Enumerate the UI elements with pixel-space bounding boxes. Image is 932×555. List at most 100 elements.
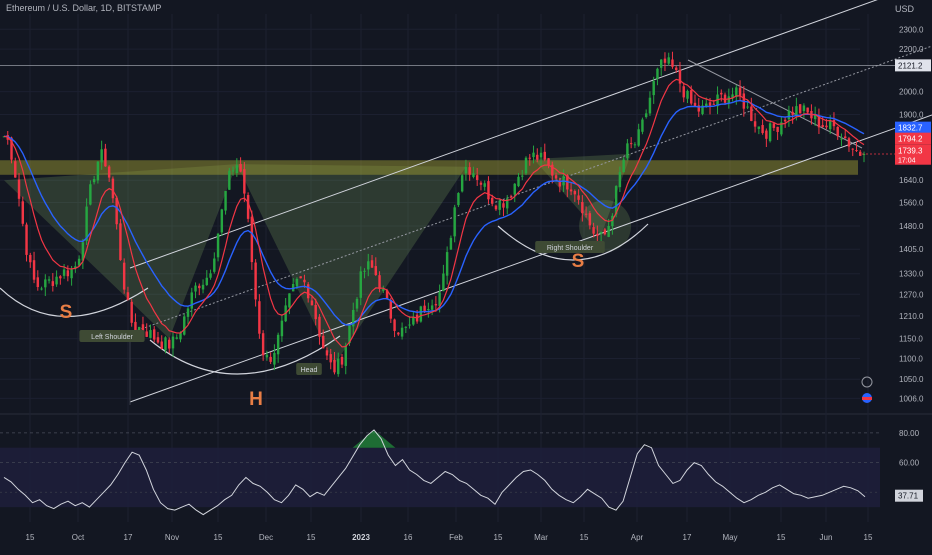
- candle-body: [844, 136, 847, 139]
- candle-body: [847, 138, 851, 147]
- candle-body: [216, 233, 220, 258]
- head-label: Head: [301, 367, 318, 374]
- last-price-tag-bg: [895, 144, 931, 165]
- symbol-title: Ethereum / U.S. Dollar, 1D, BITSTAMP: [6, 3, 162, 13]
- candle-body: [851, 148, 854, 150]
- candle-body: [584, 213, 588, 215]
- candle-body: [445, 252, 449, 276]
- candle-body: [475, 175, 479, 180]
- candle-body: [397, 332, 400, 335]
- channel-mid-line: [129, 45, 932, 334]
- candle-body: [400, 327, 404, 337]
- candle-body: [239, 164, 242, 172]
- candle-body: [310, 300, 314, 306]
- candle-body: [254, 262, 257, 300]
- candle-body: [678, 69, 682, 84]
- resistance-price-tag-bg: [895, 59, 931, 72]
- candle-body: [840, 138, 843, 140]
- candle-body: [659, 59, 663, 68]
- time-axis-label: 2023: [352, 533, 370, 542]
- price-axis-tick: 1150.0: [899, 335, 923, 344]
- candle-body: [288, 293, 291, 308]
- candle-body: [149, 330, 152, 338]
- candle-body: [753, 121, 757, 127]
- candle-body: [554, 175, 558, 179]
- candle-body: [359, 271, 362, 298]
- candle-body: [141, 324, 145, 332]
- time-axis-label: 15: [494, 533, 503, 542]
- time-axis-label: Apr: [631, 533, 644, 542]
- candle-body: [506, 198, 509, 209]
- candle-body: [453, 207, 456, 237]
- candle-body: [70, 269, 73, 279]
- candle-body: [355, 298, 359, 309]
- candle-body: [243, 169, 246, 194]
- candle-body: [697, 105, 700, 112]
- price-axis-tick: 1330.0: [899, 270, 924, 279]
- candle-body: [344, 345, 347, 366]
- ema-slow-price-tag-bg: [895, 121, 931, 134]
- time-axis-label: 17: [124, 533, 133, 542]
- time-axis-label: Dec: [259, 533, 273, 542]
- candle-body: [509, 196, 513, 198]
- candle-body: [708, 102, 712, 106]
- candle-body: [783, 119, 787, 122]
- candle-body: [261, 333, 265, 356]
- candle-body: [363, 270, 366, 272]
- candle-body: [370, 260, 374, 268]
- candle-body: [464, 166, 468, 174]
- candle-body: [194, 285, 197, 292]
- candle-body: [723, 94, 727, 103]
- candle-body: [209, 273, 212, 278]
- candle-body: [667, 57, 670, 64]
- candle-body: [130, 301, 133, 323]
- candle-body: [772, 123, 776, 128]
- candle-body: [321, 335, 325, 349]
- rsi-overbought-fill: [352, 429, 396, 448]
- resistance-zone: [0, 160, 858, 175]
- time-axis-label: Jun: [820, 533, 833, 542]
- candle-body: [802, 105, 806, 112]
- candle-body: [408, 324, 411, 326]
- candle-body: [160, 341, 163, 350]
- candle-body: [798, 104, 802, 114]
- candle-body: [607, 225, 610, 237]
- candle-body: [765, 130, 768, 139]
- time-axis-label: Nov: [165, 533, 179, 542]
- candle-body: [29, 254, 32, 263]
- candle-body: [385, 290, 389, 299]
- candle-body: [735, 87, 738, 97]
- downtrend-line: [687, 59, 863, 149]
- candle-body: [329, 354, 332, 363]
- candle-body: [17, 179, 21, 199]
- rsi-line: [3, 429, 866, 516]
- pattern-letter: S: [572, 251, 585, 272]
- ema-slow-line: [3, 99, 865, 326]
- candle-body: [656, 68, 659, 79]
- candle-body: [468, 167, 471, 175]
- candle-body: [66, 270, 70, 277]
- time-axis-label: 17: [683, 533, 692, 542]
- candle-body: [382, 288, 385, 291]
- candle-body: [622, 159, 625, 173]
- right-shoulder-circle: [579, 200, 632, 253]
- candle-body: [502, 203, 505, 208]
- candle-body: [720, 92, 723, 95]
- candle-body: [780, 122, 783, 135]
- candle-body: [675, 67, 678, 70]
- candle-body: [213, 258, 216, 272]
- candle-body: [74, 266, 77, 269]
- candle-body: [836, 126, 839, 137]
- alert-icon: [861, 376, 873, 388]
- candle-body: [183, 316, 186, 335]
- candle-body: [85, 206, 88, 241]
- candle-body: [201, 284, 205, 290]
- candle-body: [198, 285, 201, 289]
- candle-body: [265, 354, 269, 358]
- candle-body: [521, 175, 524, 177]
- candle-body: [250, 216, 254, 263]
- candle-body: [791, 111, 794, 115]
- rsi-value-tag: 37.71: [898, 492, 919, 501]
